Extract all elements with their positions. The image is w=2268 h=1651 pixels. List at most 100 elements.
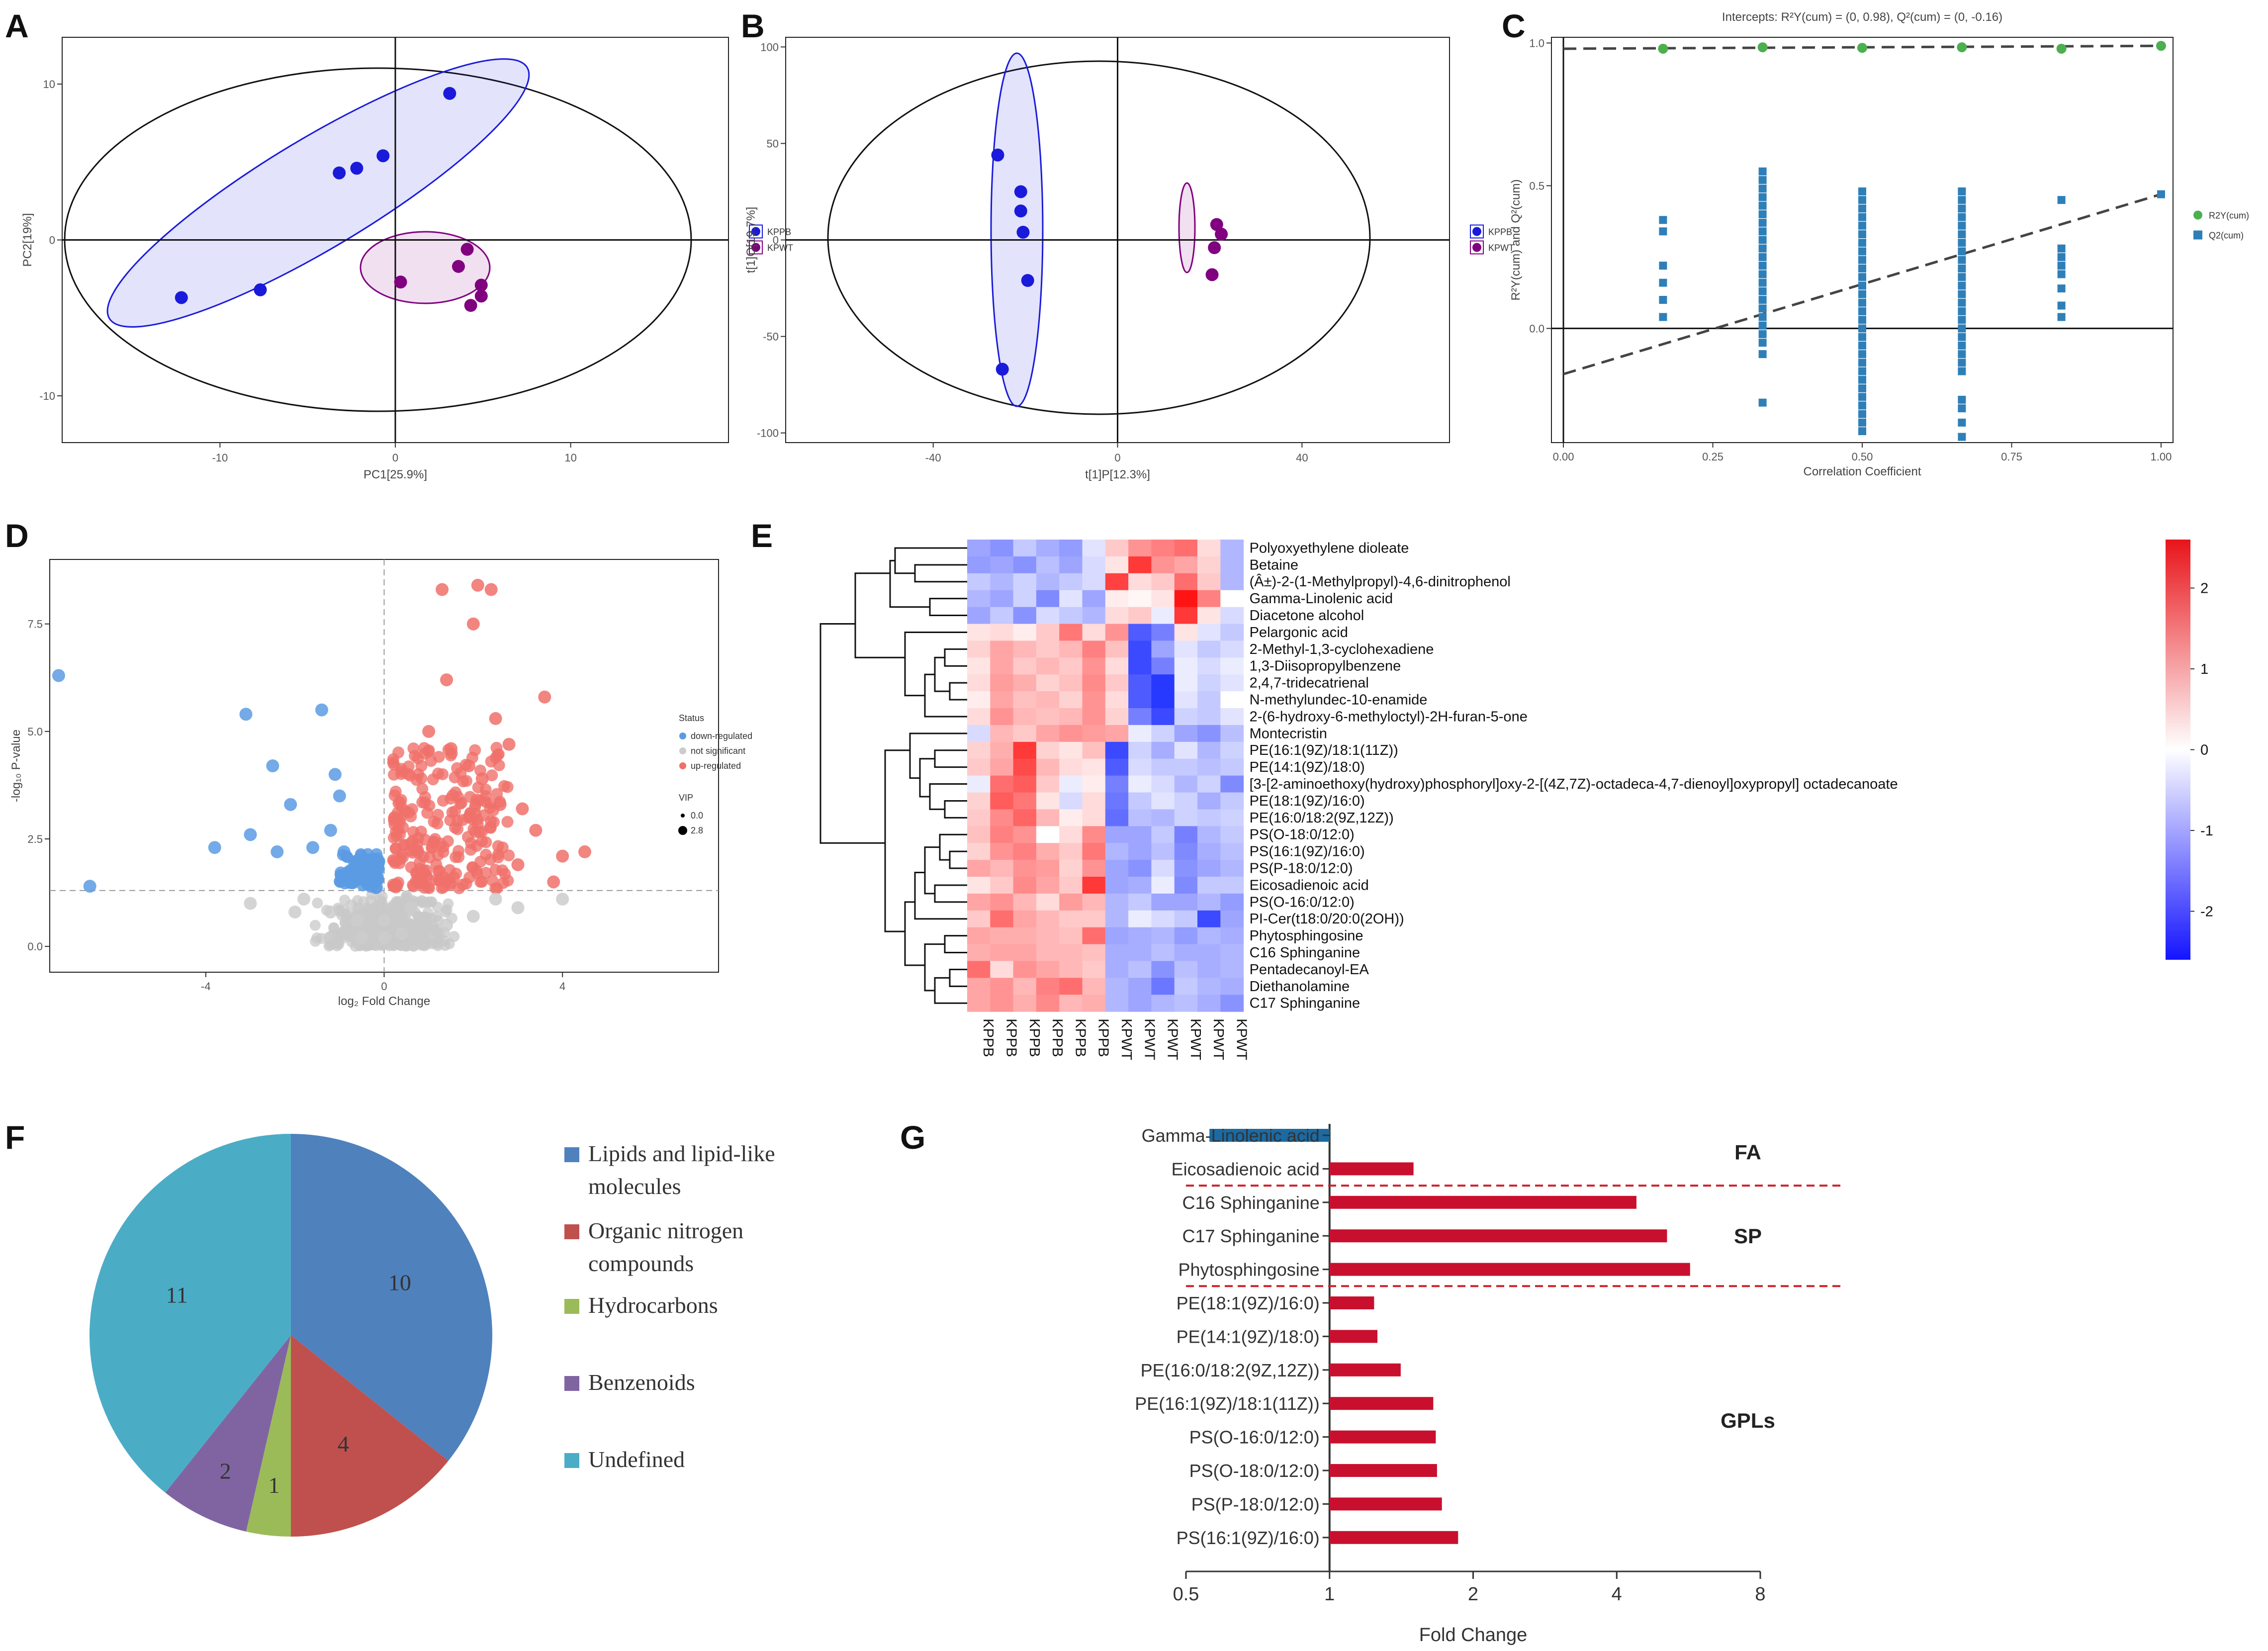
data-point-up-regulated <box>432 849 444 861</box>
fold-change-bar <box>1329 1263 1690 1276</box>
heatmap-cell <box>1082 927 1106 945</box>
dendrogram-branch <box>894 547 967 574</box>
legend-key-marker <box>679 762 686 769</box>
dendrogram-branch <box>929 783 967 810</box>
data-point-down-regulated <box>333 789 346 803</box>
heatmap-cell <box>990 961 1014 978</box>
q2-point <box>1958 433 1966 441</box>
heatmap-cell <box>1151 944 1175 961</box>
heatmap-cell <box>1082 877 1106 894</box>
heatmap-cell <box>1220 843 1244 860</box>
heatmap-cell <box>1128 893 1152 911</box>
heatmap-cell <box>967 944 991 961</box>
y-tick-label: 0 <box>49 234 55 247</box>
heatmap-cell <box>1128 809 1152 826</box>
heatmap-cell <box>1220 944 1244 961</box>
category-label: PS(16:1(9Z)/16:0) <box>1177 1528 1320 1548</box>
q2-point <box>1858 410 1866 418</box>
heatmap-cell <box>1128 540 1152 557</box>
heatmap-cell <box>1220 927 1244 945</box>
q2-point <box>1758 193 1767 201</box>
data-point-kpwt <box>1205 268 1219 281</box>
fold-change-bar <box>1209 1129 1330 1142</box>
heatmap-column-label: KPWT <box>1187 1018 1203 1060</box>
dendrogram-branch <box>914 564 967 583</box>
heatmap-cell <box>1220 708 1244 726</box>
heatmap-cell <box>1174 573 1198 591</box>
heatmap-cell <box>1013 641 1037 658</box>
heatmap-cell <box>990 556 1014 574</box>
heatmap-cell <box>1197 573 1221 591</box>
q2-point <box>2057 313 2066 321</box>
q2-point <box>1659 216 1667 224</box>
heatmap-cell <box>1174 741 1198 759</box>
heatmap-cell <box>1059 590 1083 608</box>
x-tick-label: 0.00 <box>1553 451 1574 463</box>
heatmap-cell <box>1105 741 1129 759</box>
legend-label: Q2(cum) <box>2209 231 2244 241</box>
data-point-up-regulated <box>404 769 416 782</box>
heatmap-cell <box>1197 691 1221 709</box>
heatmap-cell <box>1105 792 1129 810</box>
data-point-up-regulated <box>407 879 419 891</box>
q2-point <box>1958 404 1966 413</box>
q2-point <box>1958 187 1966 195</box>
q2-point <box>2057 253 2066 261</box>
heatmap-cell <box>990 607 1014 624</box>
heatmap-cell <box>1220 792 1244 810</box>
q2-point <box>1659 296 1667 304</box>
data-point-not-significant <box>404 901 418 915</box>
heatmap-cell <box>967 540 991 557</box>
heatmap-cell <box>1197 978 1221 995</box>
data-point-up-regulated <box>469 744 481 756</box>
heatmap-cell <box>1036 826 1060 843</box>
q2-point <box>1858 204 1866 213</box>
y-tick-label: 0.0 <box>27 940 43 953</box>
data-point-up-regulated <box>387 768 400 781</box>
heatmap-cell <box>990 641 1014 658</box>
heatmap-cell <box>1059 607 1083 624</box>
heatmap-cell <box>1197 741 1221 759</box>
heatmap-cell <box>967 590 991 608</box>
data-point-up-regulated <box>486 874 499 887</box>
heatmap-cell <box>1036 691 1060 709</box>
heatmap-cell <box>1128 944 1152 961</box>
heatmap-cell <box>1082 843 1106 860</box>
kppb-confidence-ellipse <box>106 58 530 328</box>
heatmap-row-label: Polyoxyethylene dioleate <box>1250 540 1409 556</box>
data-point-up-regulated <box>440 673 454 687</box>
q2-point <box>1758 270 1767 278</box>
q2-point <box>1858 341 1866 350</box>
heatmap-cell <box>1036 910 1060 928</box>
heatmap-cell <box>1128 641 1152 658</box>
y-tick-label: 7.5 <box>27 618 43 631</box>
group-label: GPLs <box>1721 1409 1775 1432</box>
data-point-kppb <box>996 363 1009 376</box>
data-point-kppb <box>1014 185 1027 198</box>
heatmap-cell <box>1174 691 1198 709</box>
q2-point <box>1758 278 1767 287</box>
heatmap-cell <box>1197 657 1221 675</box>
heatmap-cell <box>1105 540 1129 557</box>
dendrogram-branch <box>889 559 930 608</box>
heatmap-cell <box>1059 792 1083 810</box>
dendrogram-branch <box>949 968 967 987</box>
heatmap-cell <box>1082 556 1106 574</box>
heatmap-cell <box>1197 860 1221 877</box>
heatmap-cell <box>1059 573 1083 591</box>
legend-key-box <box>564 1224 579 1239</box>
data-point-up-regulated <box>433 874 445 887</box>
q2-point <box>1958 230 1966 239</box>
heatmap-cell <box>990 758 1014 776</box>
q2-point <box>1858 384 1866 392</box>
data-point-not-significant <box>355 931 368 944</box>
dendrogram-branch <box>884 749 910 932</box>
heatmap-cell <box>1082 961 1106 978</box>
q2-regression-line <box>1563 193 2162 375</box>
heatmap-row-label: PS(O-18:0/12:0) <box>1250 827 1355 843</box>
heatmap-cell <box>1082 860 1106 877</box>
heatmap-cell <box>1036 843 1060 860</box>
q2-point <box>2057 301 2066 310</box>
heatmap-cell <box>1059 961 1083 978</box>
group-label: FA <box>1734 1141 1761 1164</box>
